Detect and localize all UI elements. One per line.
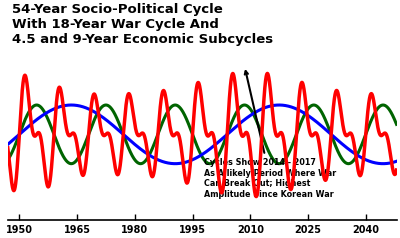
Text: Cycles Show 2014 - 2017
As A likely Period Where War
Can Break Out; Highest
Ampl: Cycles Show 2014 - 2017 As A likely Peri… — [204, 71, 336, 198]
Text: 54-Year Socio-Political Cycle
With 18-Year War Cycle And
4.5 and 9-Year Economic: 54-Year Socio-Political Cycle With 18-Ye… — [12, 4, 273, 46]
